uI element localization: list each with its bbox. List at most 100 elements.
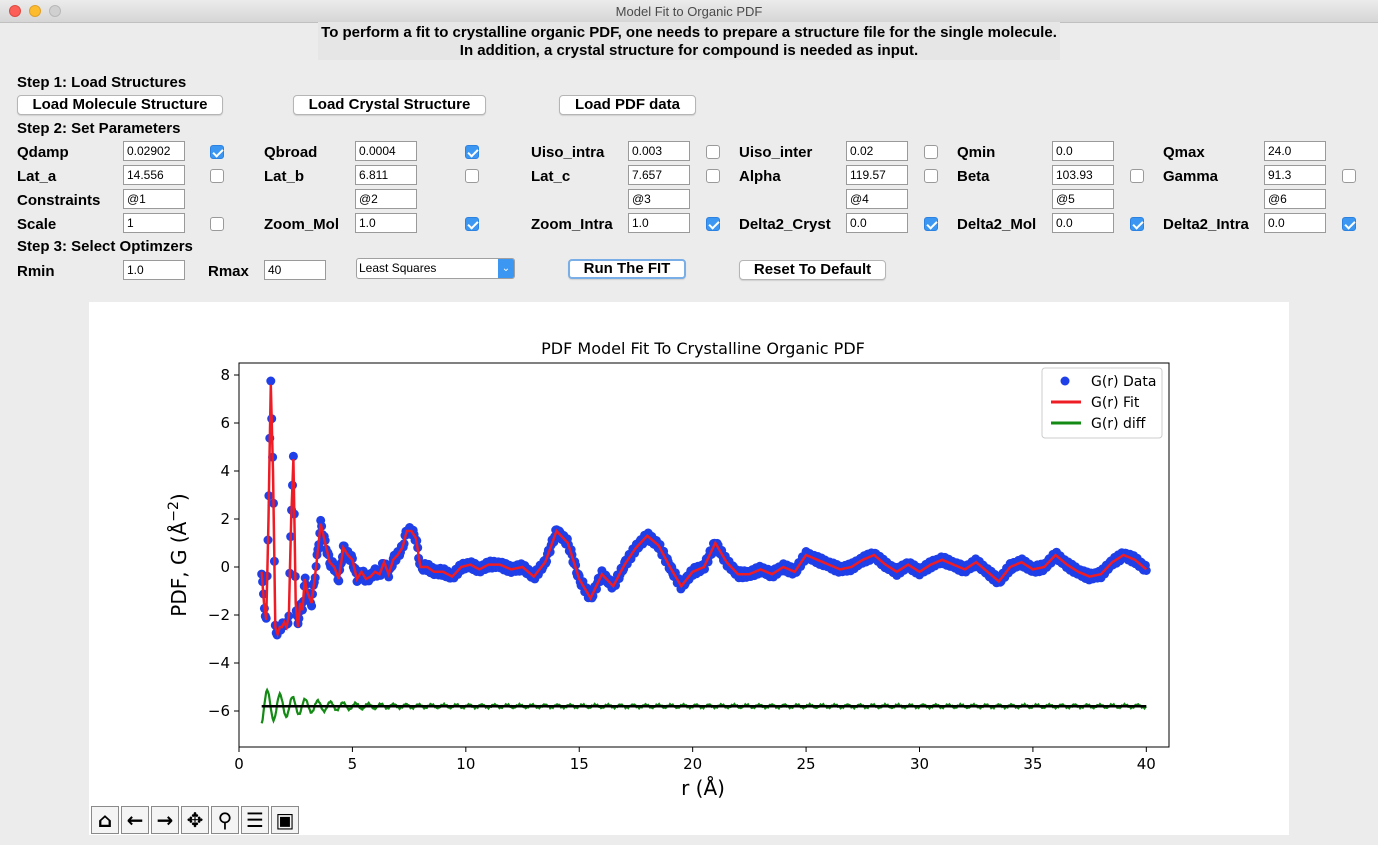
forward-icon[interactable]: → [151,806,179,834]
param-checkbox-lat-c[interactable] [706,169,720,183]
constraint-input-4[interactable] [846,189,908,209]
chevron-down-icon: ⌄ [498,259,514,278]
y-axis-label-main: PDF, G (Å [167,521,191,616]
zoom-icon[interactable]: ⚲ [211,806,239,834]
window-title: Model Fit to Organic PDF [615,4,763,19]
param-checkbox-zoom-mol[interactable] [465,217,479,231]
y-tick-label: −2 [208,606,230,624]
param-checkbox-zoom-intra[interactable] [706,217,720,231]
param-input-qbroad[interactable] [355,141,417,161]
param-checkbox-qbroad[interactable] [465,145,479,159]
y-tick-label: 4 [220,462,230,480]
param-input-gamma[interactable] [1264,165,1326,185]
param-checkbox-gamma[interactable] [1342,169,1356,183]
configure-icon[interactable]: ☰ [241,806,269,834]
param-input-delta2-cryst[interactable] [846,213,908,233]
x-tick-label: 20 [683,755,702,773]
rmin-label: Rmin [17,263,55,280]
param-input-lat-b[interactable] [355,165,417,185]
optimizer-selected-value: Least Squares [359,261,437,275]
param-checkbox-lat-b[interactable] [465,169,479,183]
param-checkbox-beta[interactable] [1130,169,1144,183]
param-checkbox-qdamp[interactable] [210,145,224,159]
param-input-beta[interactable] [1052,165,1114,185]
pan-icon[interactable]: ✥ [181,806,209,834]
param-label-beta: Beta [957,168,990,185]
param-label-lat-b: Lat_b [264,168,305,185]
legend-label-diff: G(r) diff [1091,416,1146,432]
param-checkbox-uiso-inter[interactable] [924,145,938,159]
param-label-qmax: Qmax [1163,144,1205,161]
constraint-input-5[interactable] [1052,189,1114,209]
x-tick-label: 0 [234,755,244,773]
x-tick-label: 30 [910,755,929,773]
constraint-input-1[interactable] [123,189,185,209]
home-icon[interactable]: ⌂ [91,806,119,834]
param-checkbox-lat-a[interactable] [210,169,224,183]
param-input-delta2-intra[interactable] [1264,213,1326,233]
param-input-uiso-inter[interactable] [846,141,908,161]
legend-label-data: G(r) Data [1091,374,1156,390]
data-point [307,601,317,611]
param-input-lat-a[interactable] [123,165,185,185]
constraint-input-3[interactable] [628,189,690,209]
param-label-qdamp: Qdamp [17,144,69,161]
intro-text: To perform a fit to crystalline organic … [318,22,1060,60]
load-molecule-button[interactable]: Load Molecule Structure [17,95,223,115]
y-tick-label: −6 [208,702,230,720]
load-pdf-button[interactable]: Load PDF data [559,95,696,115]
param-checkbox-scale[interactable] [210,217,224,231]
step1-label: Step 1: Load Structures [17,74,187,91]
rmin-input[interactable] [123,260,185,280]
close-window-button[interactable] [9,5,21,17]
window-titlebar: Model Fit to Organic PDF [0,0,1378,23]
param-input-zoom-intra[interactable] [628,213,690,233]
y-axis-label-sup: −2 [166,501,182,522]
zoom-window-button[interactable] [49,5,61,17]
param-label-gamma: Gamma [1163,168,1219,185]
x-axis-label: r (Å) [681,776,725,800]
param-label-zoom-intra: Zoom_Intra [531,216,613,233]
param-input-qmin[interactable] [1052,141,1114,161]
param-input-qmax[interactable] [1264,141,1326,161]
param-label-scale: Scale [17,216,57,233]
param-input-qdamp[interactable] [123,141,185,161]
pdf-chart: PDF Model Fit To Crystalline Organic PDF… [166,339,1170,800]
reset-default-button[interactable]: Reset To Default [739,260,886,280]
param-input-zoom-mol[interactable] [355,213,417,233]
intro-line-2: In addition, a crystal structure for com… [459,42,919,59]
param-checkbox-alpha[interactable] [924,169,938,183]
param-label-qbroad: Qbroad [264,144,318,161]
minimize-window-button[interactable] [29,5,41,17]
param-label-alpha: Alpha [739,168,781,185]
optimizer-select[interactable]: Least Squares ⌄ [356,258,515,279]
param-input-lat-c[interactable] [628,165,690,185]
constraint-input-6[interactable] [1264,189,1326,209]
y-axis-label: PDF, G (Å−2) [166,493,191,616]
param-label-zoom-mol: Zoom_Mol [264,216,339,233]
param-checkbox-uiso-intra[interactable] [706,145,720,159]
param-label-lat-c: Lat_c [531,168,571,185]
param-input-uiso-intra[interactable] [628,141,690,161]
param-checkbox-delta2-cryst[interactable] [924,217,938,231]
run-fit-button[interactable]: Run The FIT [568,259,686,279]
plot-figure: PDF Model Fit To Crystalline Organic PDF… [89,302,1289,835]
x-tick-label: 15 [570,755,589,773]
param-label-uiso-inter: Uiso_inter [739,144,813,161]
y-tick-label: 6 [220,414,230,432]
save-icon[interactable]: ▣ [271,806,299,834]
rmax-input[interactable] [264,260,326,280]
param-checkbox-delta2-mol[interactable] [1130,217,1144,231]
load-crystal-button[interactable]: Load Crystal Structure [293,95,486,115]
param-label-lat-a: Lat_a [17,168,57,185]
legend-box [1041,367,1163,439]
param-input-alpha[interactable] [846,165,908,185]
data-point [334,576,344,586]
constraint-input-2[interactable] [355,189,417,209]
param-input-scale[interactable] [123,213,185,233]
back-icon[interactable]: ← [121,806,149,834]
series-data-points [257,376,1151,640]
param-checkbox-delta2-intra[interactable] [1342,217,1356,231]
constraints-label: Constraints [17,192,101,209]
param-input-delta2-mol[interactable] [1052,213,1114,233]
